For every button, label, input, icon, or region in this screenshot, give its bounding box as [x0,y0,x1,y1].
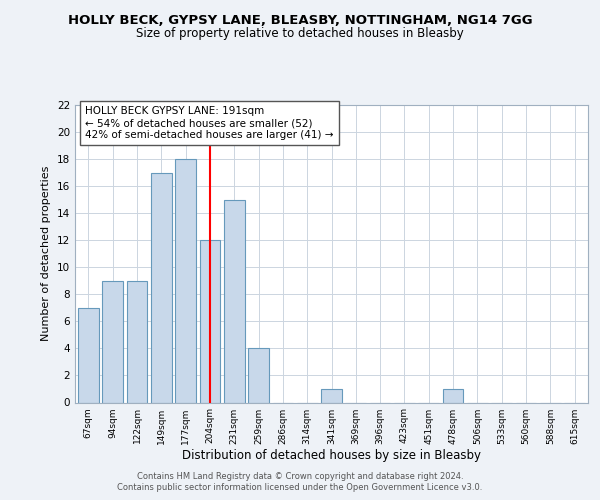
Bar [175,159,196,402]
Y-axis label: Number of detached properties: Number of detached properties [41,166,52,342]
Text: HOLLY BECK, GYPSY LANE, BLEASBY, NOTTINGHAM, NG14 7GG: HOLLY BECK, GYPSY LANE, BLEASBY, NOTTING… [68,14,532,27]
Text: Contains public sector information licensed under the Open Government Licence v3: Contains public sector information licen… [118,484,482,492]
Bar [248,348,269,403]
Bar [443,389,463,402]
X-axis label: Distribution of detached houses by size in Bleasby: Distribution of detached houses by size … [182,450,481,462]
Bar [127,281,148,402]
Bar [103,281,123,402]
Bar [200,240,220,402]
Bar [321,389,342,402]
Text: Size of property relative to detached houses in Bleasby: Size of property relative to detached ho… [136,28,464,40]
Text: HOLLY BECK GYPSY LANE: 191sqm
← 54% of detached houses are smaller (52)
42% of s: HOLLY BECK GYPSY LANE: 191sqm ← 54% of d… [85,106,334,140]
Bar [78,308,99,402]
Text: Contains HM Land Registry data © Crown copyright and database right 2024.: Contains HM Land Registry data © Crown c… [137,472,463,481]
Bar [224,200,245,402]
Bar [151,172,172,402]
